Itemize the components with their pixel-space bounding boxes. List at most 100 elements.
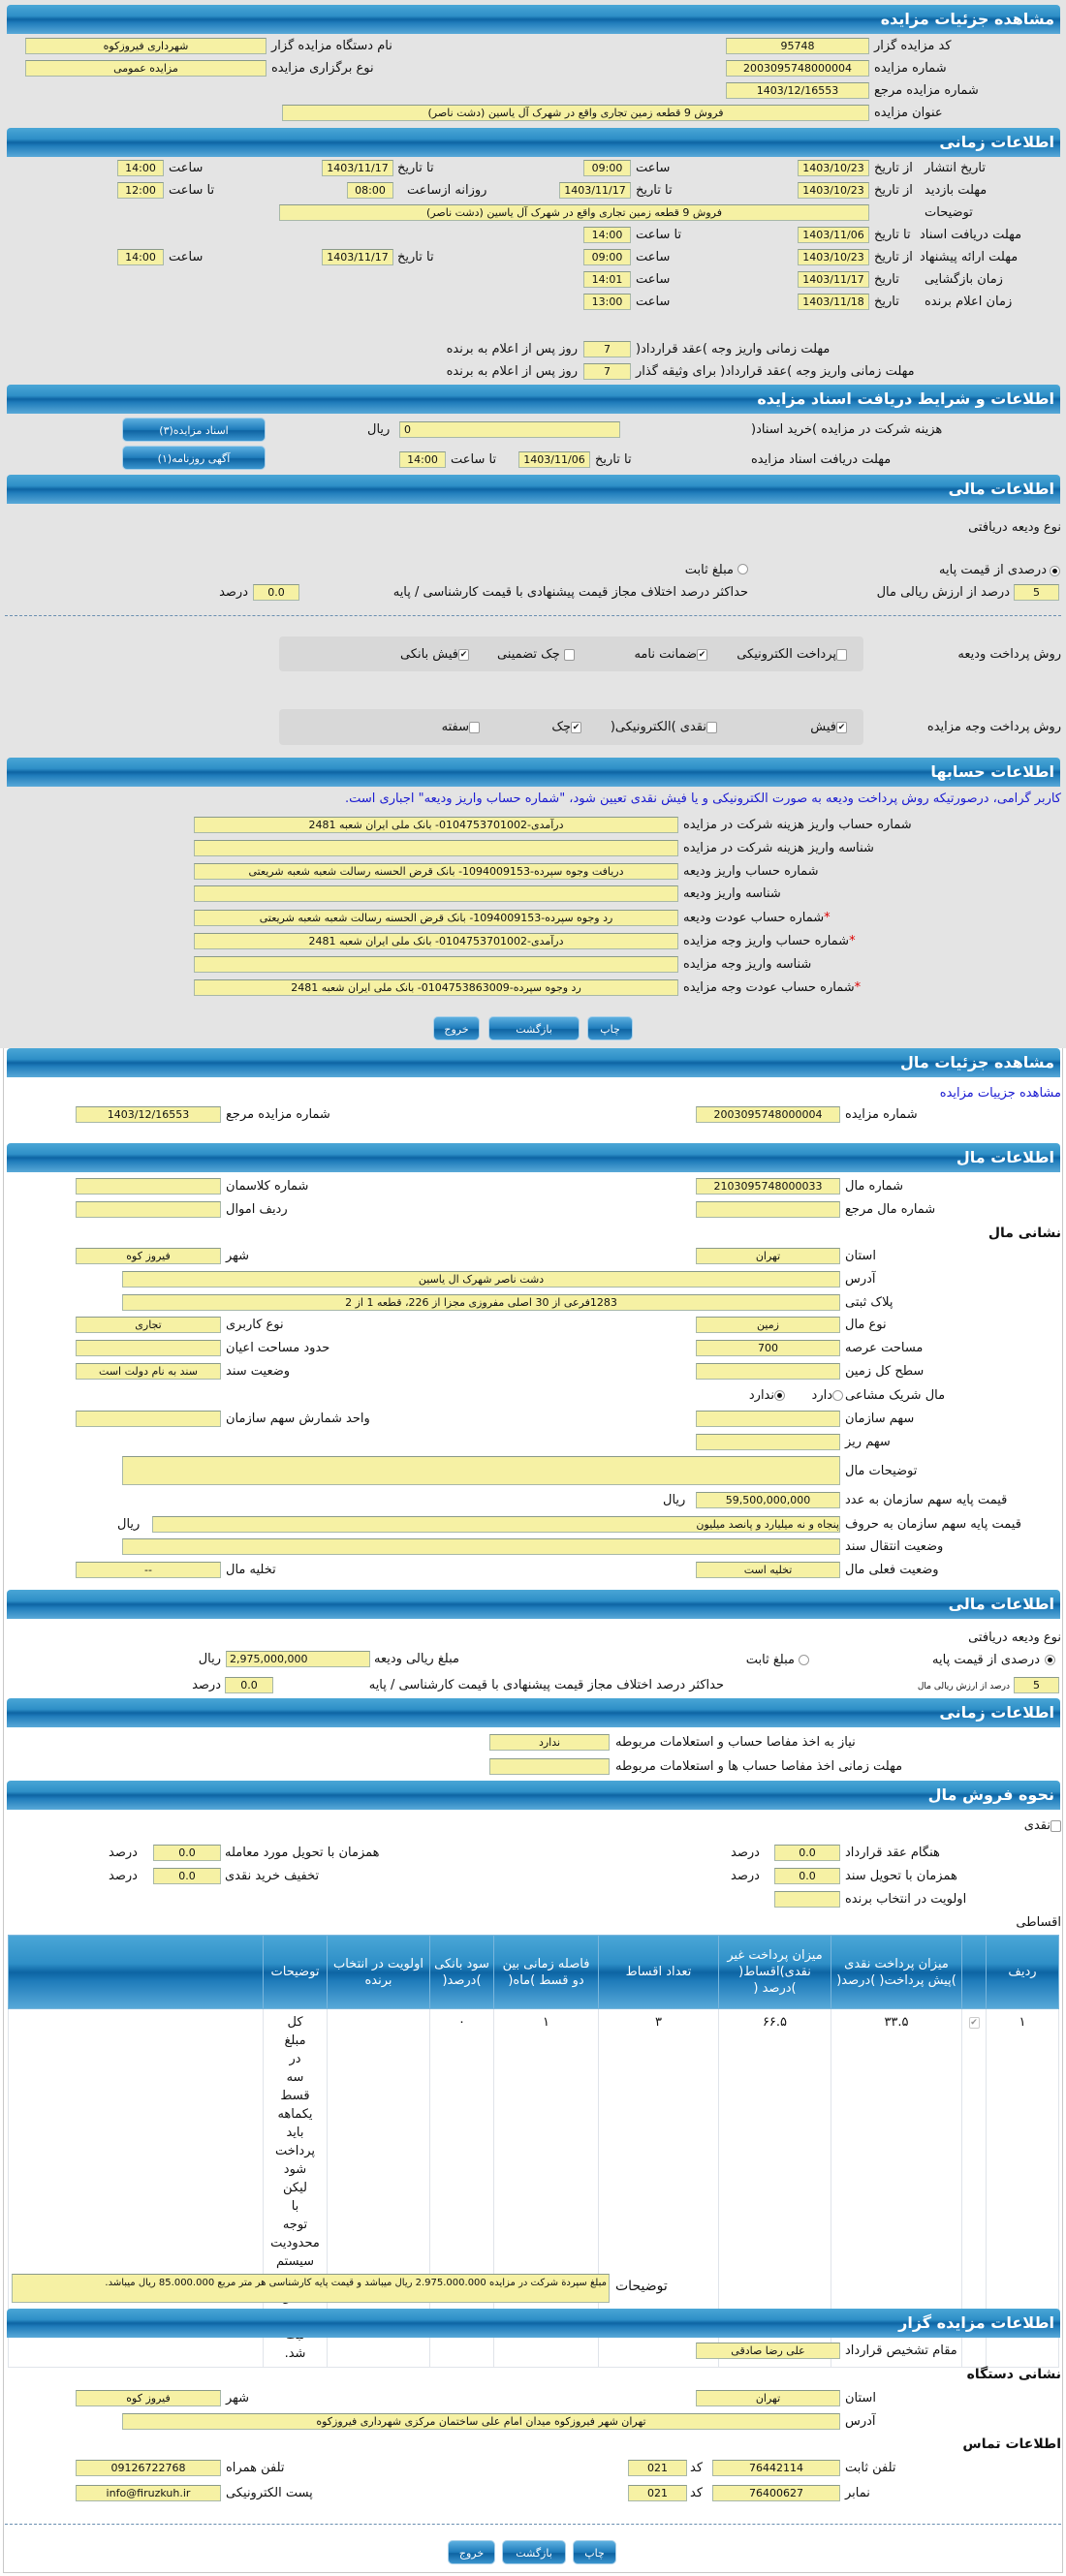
- org-field[interactable]: شهرداری فیروزکوه: [25, 38, 266, 54]
- item-percent-radio[interactable]: [1045, 1650, 1055, 1668]
- docs-date-field[interactable]: 1403/11/06: [518, 451, 590, 468]
- account-field[interactable]: رد وجوه سپرده-0104753863009- بانک ملی ای…: [194, 979, 678, 996]
- docs-to-date[interactable]: 1403/11/06: [798, 227, 869, 243]
- delivery-field[interactable]: 0.0: [153, 1845, 221, 1861]
- price-words-field[interactable]: پنجاه و نه میلیارد و پانصد میلیون: [152, 1516, 840, 1533]
- offer-from-time[interactable]: 09:00: [583, 249, 631, 265]
- back-button[interactable]: بازگشت: [502, 2540, 566, 2564]
- status-field[interactable]: تخلیه است: [696, 1562, 840, 1578]
- cash-checkbox[interactable]: نقدی: [1024, 1817, 1061, 1834]
- timing-desc-field[interactable]: فروش 9 قطعه زمین تجاری واقع در شهرک آل ی…: [279, 204, 869, 221]
- visit-to-date[interactable]: 1403/11/17: [559, 182, 631, 199]
- percent-field[interactable]: 5: [1014, 584, 1059, 601]
- visit-daily-from[interactable]: 08:00: [347, 182, 393, 199]
- building-field[interactable]: [76, 1340, 221, 1356]
- fixed-radio[interactable]: [737, 559, 748, 577]
- owner-address-field[interactable]: تهران شهر فیروزکوه میدان امام علی ساختما…: [122, 2413, 840, 2430]
- sub-share-field[interactable]: [696, 1434, 840, 1450]
- fax-code-field[interactable]: 021: [628, 2485, 687, 2501]
- transfer-field[interactable]: [122, 1538, 840, 1555]
- max-diff-field[interactable]: 0.0: [253, 584, 299, 601]
- kind-field[interactable]: زمین: [696, 1317, 840, 1333]
- fee-field[interactable]: 0: [399, 421, 620, 438]
- item-desc-field[interactable]: [122, 1456, 840, 1485]
- authority-field[interactable]: علی رضا صادقی: [696, 2343, 840, 2359]
- owner-city-field[interactable]: فیروز کوه: [76, 2390, 221, 2406]
- plate-field[interactable]: 1283فرعی از 30 اصلی مفروزی مجزا از 226، …: [122, 1294, 840, 1311]
- visit-daily-to[interactable]: 12:00: [117, 182, 164, 199]
- offer-from-date[interactable]: 1403/10/23: [798, 249, 869, 265]
- price-num-field[interactable]: 59,500,000,000: [696, 1492, 840, 1508]
- visit-from-date[interactable]: 1403/10/23: [798, 182, 869, 199]
- shared-no-radio[interactable]: ندارد: [749, 1387, 785, 1404]
- land-field[interactable]: [696, 1363, 840, 1380]
- deposit-method-bank-slip[interactable]: ✔فیش بانکی: [399, 647, 469, 662]
- publish-from-date[interactable]: 1403/10/23: [798, 160, 869, 176]
- number-field[interactable]: 2103095748000033: [696, 1178, 840, 1195]
- clearance-deadline-field[interactable]: [489, 1758, 610, 1775]
- account-field[interactable]: درآمدی-0104753701002- بانک ملی ایران شعب…: [194, 817, 678, 833]
- deposit-method-electronic[interactable]: پرداخت الکترونیکی: [737, 646, 847, 663]
- publish-from-time[interactable]: 09:00: [583, 160, 631, 176]
- type-field[interactable]: مزایده عمومی: [25, 60, 266, 77]
- item-percent-field[interactable]: 5: [1014, 1677, 1059, 1693]
- discount-field[interactable]: 0.0: [153, 1868, 221, 1884]
- item-max-diff-field[interactable]: 0.0: [225, 1677, 273, 1693]
- deposit-method-guarantee[interactable]: ✔ضمانت نامه: [634, 647, 707, 662]
- account-field[interactable]: درآمدی-0104753701002- بانک ملی ایران شعب…: [194, 933, 678, 949]
- payment-method-slip[interactable]: ✔فیش: [810, 720, 847, 734]
- auction-details-link[interactable]: مشاهده جزییات مزایده: [939, 1086, 1061, 1101]
- deposit-method-cheque[interactable]: چک تضمینی: [497, 646, 575, 663]
- offer-to-date[interactable]: 1403/11/17: [322, 249, 393, 265]
- account-field[interactable]: [194, 885, 678, 902]
- account-field[interactable]: رد وجوه سپرده-1094009153- بانک قرض الحسن…: [194, 910, 678, 926]
- province-field[interactable]: تهران: [696, 1248, 840, 1264]
- docs-time-field[interactable]: 14:00: [399, 451, 446, 468]
- account-field[interactable]: دریافت وجوه سپرده-1094009153- بانک قرض ا…: [194, 863, 678, 880]
- number-field[interactable]: 2003095748000004: [726, 60, 869, 77]
- ref-field[interactable]: 1403/12/16553: [726, 82, 869, 99]
- priority-field[interactable]: [774, 1891, 840, 1908]
- address-field[interactable]: دشت ناصر شهرک ال یاسین: [122, 1271, 840, 1288]
- clearance-field[interactable]: ندارد: [489, 1734, 610, 1751]
- payment-method-cash[interactable]: نقدی )الکترونیکی(: [611, 719, 717, 735]
- ref-field[interactable]: [696, 1201, 840, 1218]
- print-button[interactable]: چاپ: [587, 1016, 633, 1040]
- auction-number-field[interactable]: 2003095748000004: [696, 1106, 840, 1123]
- auction-documents-button[interactable]: اسناد مزایده(۳): [122, 418, 266, 442]
- item-fixed-radio[interactable]: [799, 1650, 809, 1668]
- subject-field[interactable]: فروش 9 قطعه زمین تجاری واقع در شهرک آل ی…: [282, 105, 869, 121]
- shared-yes-radio[interactable]: دارد: [812, 1387, 843, 1404]
- winner-time[interactable]: 13:00: [583, 294, 631, 310]
- cell-select[interactable]: ✔: [961, 2008, 987, 2368]
- back-button[interactable]: بازگشت: [488, 1016, 580, 1040]
- phone-code-field[interactable]: 021: [628, 2460, 687, 2476]
- share-unit-field[interactable]: [76, 1411, 221, 1427]
- city-field[interactable]: فیروز کوه: [76, 1248, 221, 1264]
- contract-field[interactable]: 0.0: [774, 1845, 840, 1861]
- email-field[interactable]: info@firuzkuh.ir: [76, 2485, 221, 2501]
- share-field[interactable]: [696, 1411, 840, 1427]
- payment-method-cheque[interactable]: ✔چک: [551, 720, 581, 734]
- newspaper-ad-button[interactable]: آگهی روزنامه(۱): [122, 446, 266, 470]
- winner-date[interactable]: 1403/11/18: [798, 294, 869, 310]
- class-field[interactable]: [76, 1178, 221, 1195]
- notes-field[interactable]: مبلغ سپردة شرکت در مزایده 2.975.000.000 …: [12, 2274, 610, 2303]
- pledge-deadline-days[interactable]: 7: [583, 363, 631, 380]
- item-ref-field[interactable]: 1403/12/16553: [76, 1106, 221, 1123]
- publish-to-time[interactable]: 14:00: [117, 160, 164, 176]
- publish-to-date[interactable]: 1403/11/17: [322, 160, 393, 176]
- exit-button[interactable]: خروج: [433, 1016, 480, 1040]
- item-amount-field[interactable]: 2,975,000,000: [226, 1651, 370, 1667]
- code-field[interactable]: 95748: [726, 38, 869, 54]
- area-field[interactable]: 700: [696, 1340, 840, 1356]
- pay-deadline-days[interactable]: 7: [583, 341, 631, 357]
- payment-method-promissory[interactable]: سفته: [442, 719, 480, 735]
- account-field[interactable]: [194, 840, 678, 856]
- deed-field[interactable]: سند به نام دولت است: [76, 1363, 221, 1380]
- exit-button[interactable]: خروج: [448, 2540, 495, 2564]
- docs-to-time[interactable]: 14:00: [583, 227, 631, 243]
- opening-time[interactable]: 14:01: [583, 271, 631, 288]
- offer-to-time[interactable]: 14:00: [117, 249, 164, 265]
- opening-date[interactable]: 1403/11/17: [798, 271, 869, 288]
